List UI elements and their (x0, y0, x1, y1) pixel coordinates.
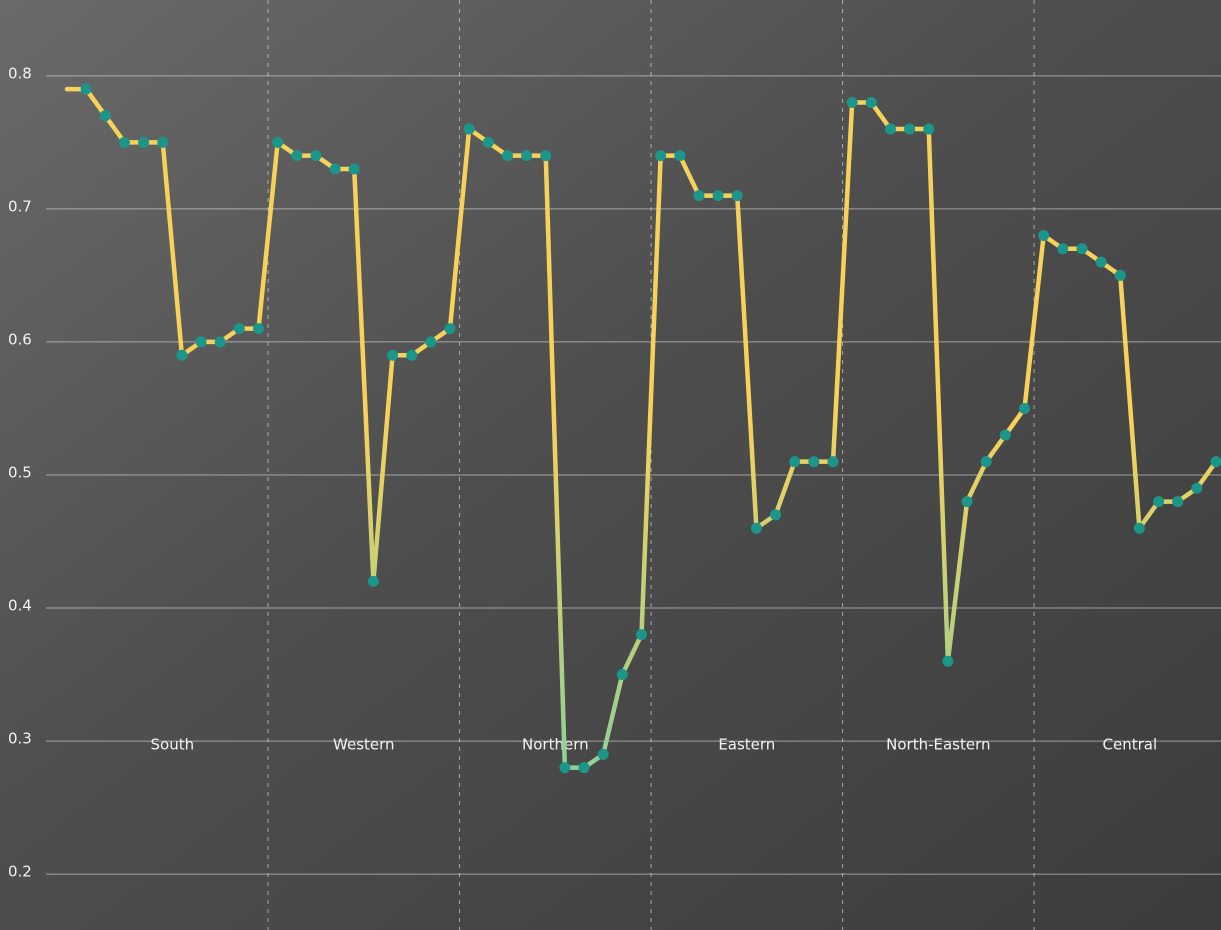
region-label: Central (1103, 736, 1158, 754)
data-point (674, 150, 686, 162)
data-point (789, 456, 801, 468)
data-point (406, 349, 418, 361)
region-label: Western (333, 736, 395, 754)
data-point (540, 150, 552, 162)
data-point (827, 456, 839, 468)
data-point (1076, 243, 1088, 255)
data-point (291, 150, 303, 162)
data-point (1191, 482, 1203, 494)
data-point (846, 96, 858, 108)
data-point (904, 123, 916, 135)
data-point (272, 136, 284, 148)
data-point (865, 96, 877, 108)
data-point (521, 150, 533, 162)
y-tick-label: 0.8 (8, 64, 32, 82)
data-point (1172, 496, 1184, 508)
data-point (214, 336, 226, 348)
data-point (501, 150, 513, 162)
data-point (387, 349, 399, 361)
data-point (1114, 269, 1126, 281)
region-label: Eastern (718, 736, 775, 754)
data-point (138, 136, 150, 148)
data-point (1095, 256, 1107, 268)
data-point (1057, 243, 1069, 255)
data-point (1133, 522, 1145, 534)
data-point (712, 190, 724, 202)
data-point (80, 83, 92, 95)
data-point (616, 669, 628, 681)
data-point (980, 456, 992, 468)
data-point (157, 136, 169, 148)
region-label: Northern (522, 736, 589, 754)
data-point (99, 110, 111, 122)
data-point (597, 748, 609, 760)
data-point (425, 336, 437, 348)
y-tick-label: 0.4 (8, 597, 32, 615)
region-label: North-Eastern (886, 736, 990, 754)
data-point (559, 762, 571, 774)
data-point (253, 323, 264, 335)
data-point (1210, 456, 1221, 468)
data-point (731, 190, 743, 202)
y-tick-label: 0.2 (8, 863, 32, 881)
data-point (176, 349, 188, 361)
data-point (1019, 402, 1030, 414)
data-point (463, 123, 475, 135)
y-tick-label: 0.3 (8, 730, 32, 748)
data-point (578, 762, 590, 774)
data-point (482, 136, 494, 148)
data-point (348, 163, 360, 175)
data-point (195, 336, 207, 348)
data-point (999, 429, 1011, 441)
data-point (1038, 229, 1050, 241)
data-point (367, 575, 379, 587)
data-point (118, 136, 130, 148)
data-point (636, 629, 647, 641)
data-point (961, 496, 973, 508)
data-point (750, 522, 762, 534)
y-tick-label: 0.6 (8, 330, 32, 348)
data-point (1153, 496, 1165, 508)
data-point (693, 190, 705, 202)
data-point (884, 123, 896, 135)
data-point (444, 323, 456, 335)
y-tick-label: 0.5 (8, 463, 32, 481)
y-tick-label: 0.7 (8, 197, 32, 215)
data-point (655, 150, 667, 162)
data-point (329, 163, 341, 175)
data-point (923, 123, 935, 135)
data-point (942, 655, 954, 667)
data-point (808, 456, 820, 468)
region-label: South (151, 736, 195, 754)
data-point (770, 509, 782, 521)
data-point (233, 323, 245, 335)
data-point (310, 150, 322, 162)
